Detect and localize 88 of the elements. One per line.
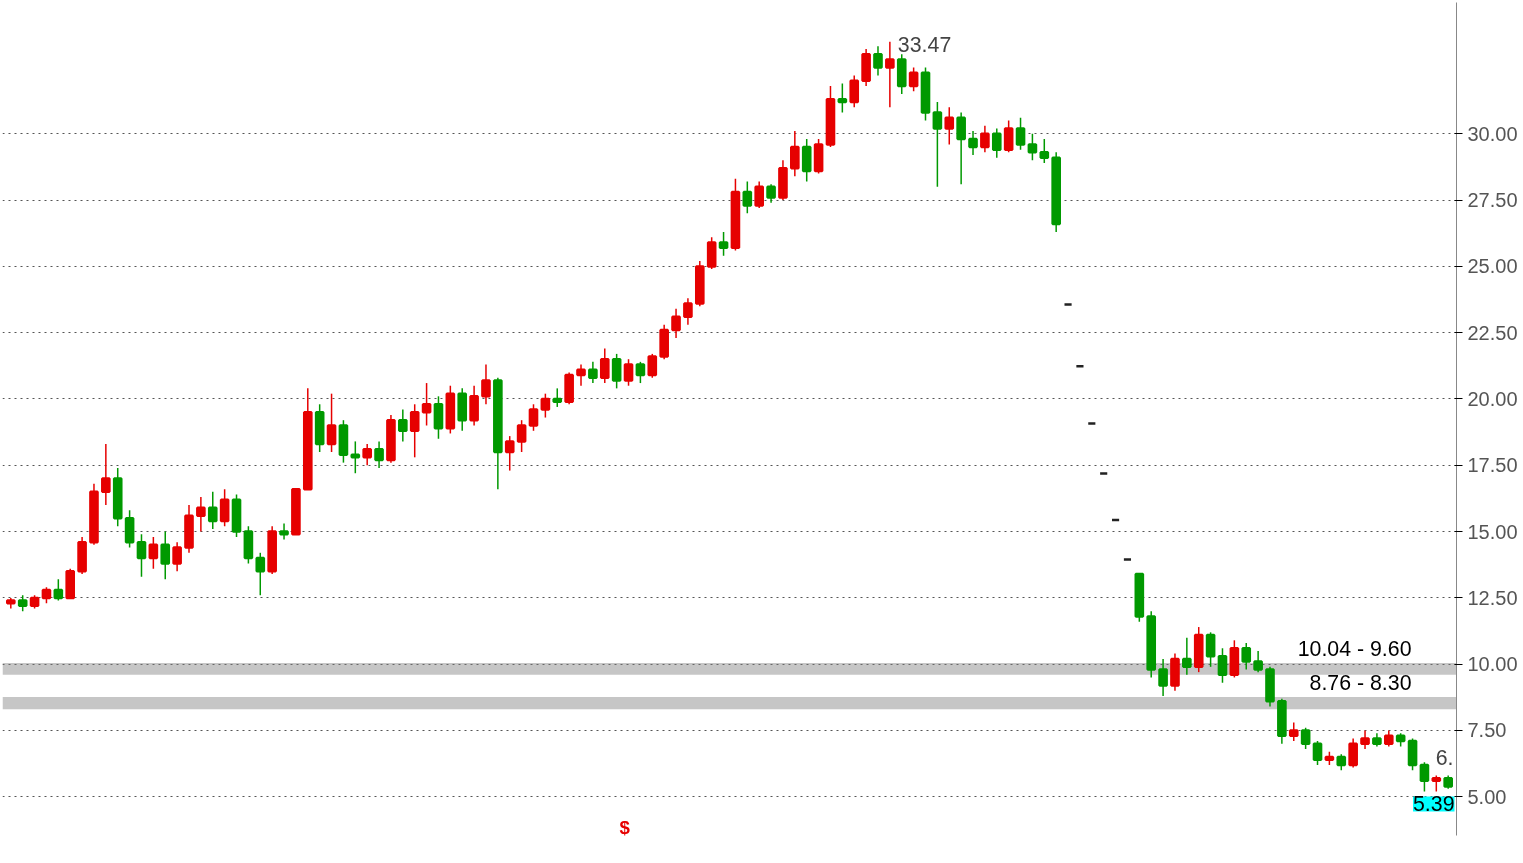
- candlestick: [196, 496, 206, 533]
- candlestick: [516, 419, 527, 453]
- candlestick: [849, 74, 860, 108]
- candlestick: [599, 347, 610, 384]
- candlestick: [481, 363, 491, 406]
- candlestick: [528, 403, 539, 432]
- y-tick-label: 20.00: [1467, 387, 1518, 410]
- candlestick: [1015, 117, 1026, 151]
- y-tick-label: 7.50: [1467, 719, 1507, 742]
- candlestick: [1241, 642, 1252, 671]
- candlestick: [635, 361, 646, 384]
- candlestick: [350, 440, 361, 474]
- candlestick: [1419, 761, 1430, 793]
- candlestick: [421, 382, 432, 427]
- candlestick: [1312, 740, 1323, 766]
- y-tick-label: 30.00: [1467, 122, 1518, 145]
- candlestick: [255, 552, 266, 596]
- candlestick: [552, 387, 563, 408]
- candlestick: [326, 392, 337, 453]
- candlestick: [647, 353, 658, 379]
- annotation: 6.: [1435, 745, 1454, 770]
- candlestick: [611, 353, 622, 390]
- candlestick: [683, 297, 693, 326]
- candlestick: [576, 363, 586, 387]
- y-tick-label: 10.00: [1467, 653, 1518, 676]
- candlestick: [623, 358, 634, 387]
- candlestick: [944, 106, 955, 146]
- candlestick: [1027, 133, 1038, 162]
- candlestick: [172, 541, 182, 573]
- candlestick: [148, 536, 159, 570]
- candlestick: [801, 138, 812, 183]
- candlestick: [588, 361, 598, 384]
- candlestick: [991, 127, 1002, 159]
- annotation: 33.47: [897, 32, 952, 57]
- candlestick: [409, 403, 420, 459]
- candlestick: [790, 130, 800, 177]
- band-label: 10.04 - 9.60: [1297, 637, 1412, 662]
- candlestick: [742, 180, 753, 215]
- candlestick: [754, 180, 765, 209]
- candlestick: [160, 530, 171, 581]
- candlestick: [908, 66, 919, 93]
- y-tick-label: 17.50: [1467, 454, 1518, 477]
- y-tick-label: 5.00: [1467, 785, 1507, 808]
- candlestick: [362, 443, 372, 467]
- candlestick: [873, 45, 883, 77]
- candlestick: [1003, 119, 1014, 154]
- candlestick: [136, 533, 147, 578]
- candlestick: [504, 435, 515, 472]
- candlestick: [398, 408, 408, 443]
- candlestick: [1348, 737, 1358, 769]
- candlestick: [374, 440, 384, 469]
- candlestick: [1300, 727, 1311, 750]
- candlestick: [1217, 647, 1228, 684]
- candlestick: [956, 111, 966, 185]
- candlestick: [1182, 636, 1192, 676]
- candlestick: [718, 231, 729, 257]
- candlestick: [1253, 650, 1263, 673]
- candlestick: [207, 491, 218, 530]
- candlestick: [837, 82, 848, 114]
- candlestick: [1360, 729, 1370, 750]
- candlestick: [932, 101, 943, 188]
- candlestick: [124, 509, 135, 549]
- candlestick: [219, 488, 230, 528]
- candlestick: [766, 183, 776, 204]
- candlestick: [279, 522, 289, 541]
- candlestick: [469, 384, 479, 427]
- candlestick: [101, 443, 111, 506]
- candlestick: [671, 308, 681, 339]
- candlestick: [1288, 721, 1299, 742]
- candlestick: [1205, 631, 1216, 668]
- y-tick-label: 15.00: [1467, 520, 1518, 543]
- candlestick: [706, 236, 717, 270]
- candlestick: [980, 125, 990, 154]
- y-tick-label: 25.00: [1467, 255, 1518, 278]
- annotation: 5.39: [1412, 792, 1455, 817]
- candlestick: [53, 578, 64, 602]
- y-tick-label: 22.50: [1467, 321, 1518, 344]
- y-tick-label: 12.50: [1467, 586, 1518, 609]
- y-tick-label: 27.50: [1467, 189, 1518, 212]
- candlestick: [433, 395, 444, 440]
- candlestick: [885, 41, 895, 108]
- candlestick: [1158, 658, 1168, 697]
- band-label: 8.76 - 8.30: [1309, 671, 1412, 696]
- candlestick: [540, 392, 551, 419]
- candlestick: [968, 130, 978, 156]
- candlestick: [1039, 138, 1050, 164]
- candlestick: [1407, 737, 1418, 772]
- annotation: $: [619, 816, 631, 838]
